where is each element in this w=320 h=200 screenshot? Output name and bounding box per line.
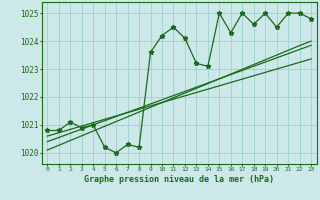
X-axis label: Graphe pression niveau de la mer (hPa): Graphe pression niveau de la mer (hPa) — [84, 175, 274, 184]
